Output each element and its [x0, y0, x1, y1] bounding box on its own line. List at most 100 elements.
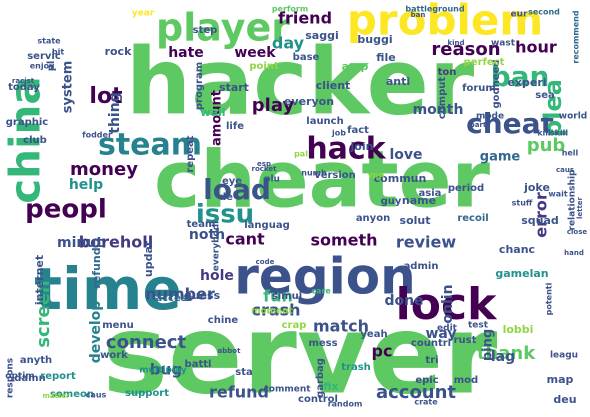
word-work: work [100, 350, 128, 361]
word-edit: edit [437, 324, 458, 334]
word-damn: damn [14, 373, 45, 384]
word-fix: fix [323, 380, 338, 393]
word-version: version [314, 170, 356, 181]
word-file: file [376, 51, 395, 64]
word-china: china [1, 76, 50, 203]
word-pc: pc [372, 342, 393, 361]
word-saggi: saggi [305, 29, 339, 42]
word-tri: tri [425, 355, 438, 366]
word-lobbi: lobbi [503, 323, 534, 336]
word-matter: matter [43, 392, 70, 400]
word-languag: languag [244, 220, 289, 231]
word-sea: sea [535, 90, 554, 101]
word-develop: develop [88, 301, 104, 364]
word-eur: eur [511, 10, 529, 20]
word-join: join [350, 140, 374, 153]
word-graphic: graphic [6, 117, 49, 128]
word-chine: chine [208, 315, 239, 326]
word-everybodi: everybodi [212, 221, 222, 272]
word-multiplay: multiplay [139, 366, 187, 376]
word-launch: launch [306, 116, 343, 127]
word-club: club [23, 135, 47, 146]
word-hate: hate [168, 45, 204, 61]
word-commun: commun [374, 172, 427, 185]
word-part: part [470, 121, 487, 129]
word-day: day [272, 34, 305, 53]
word-sta: sta [235, 367, 252, 378]
word-lag: lag [491, 349, 515, 365]
word-repeat: repeat [185, 135, 196, 172]
word-care: care [311, 287, 331, 296]
word-year: year [132, 9, 155, 19]
word-potenti: potenti [545, 282, 554, 315]
word-buggi: buggi [357, 33, 392, 46]
word-rock: rock [105, 45, 133, 58]
word-fodder: fodder [82, 131, 112, 140]
word-eye: eye [222, 176, 242, 187]
word-wait: wait [548, 190, 568, 199]
word-crate: crate [414, 398, 438, 407]
word-load: load [203, 173, 271, 206]
word-guess: guess [184, 289, 221, 302]
word-system: system [61, 61, 76, 114]
word-hand: hand [564, 249, 584, 257]
word-test: test [468, 321, 489, 331]
word-program: program [194, 62, 205, 110]
word-gamelan: gamelan [495, 267, 548, 280]
word-start: start [219, 81, 249, 94]
word-control: control [298, 394, 338, 405]
word-help: help [69, 177, 103, 193]
word-optim: optim [5, 372, 34, 382]
word-fact: fact [347, 125, 369, 136]
word-letter: letter [576, 196, 584, 219]
word-life: life [226, 121, 244, 132]
word-pl: pl [46, 61, 57, 72]
word-player: player [156, 6, 290, 50]
word-caus: caus [556, 166, 574, 174]
word-world: world [559, 112, 587, 122]
word-pal: pal [294, 150, 308, 159]
word-fun: fun [263, 287, 293, 306]
word-anyth: anyth [20, 355, 52, 366]
word-love: love [389, 147, 422, 163]
word-wast: wast [491, 39, 516, 49]
word-deu: deu [553, 393, 576, 406]
word-battleground: battleground [405, 5, 465, 14]
word-lot: lot [89, 84, 123, 109]
word-bit: bit [52, 48, 64, 57]
word-guy: guy [381, 196, 402, 207]
word-today: today [8, 82, 40, 93]
word-cheat: cheat [466, 107, 554, 140]
word-trash: trash [341, 362, 371, 373]
word-numb: numb [301, 169, 327, 178]
word-skill: skill [550, 129, 569, 138]
word-wall: wall [200, 106, 225, 119]
word-amp: amp [342, 60, 369, 73]
word-boreholl: boreholl [79, 233, 154, 252]
word-connect: connect [106, 332, 187, 353]
word-anti: anti [386, 75, 410, 88]
word-moment: moment [251, 307, 293, 317]
word-someon: someon [50, 389, 94, 400]
word-abbot: abbot [218, 347, 242, 355]
word-epic: epic [415, 375, 438, 386]
word-team: team [187, 219, 216, 230]
word-ban: ban [411, 11, 426, 19]
word-countri: countri [411, 338, 451, 349]
word-refund: refund [90, 247, 103, 288]
word-racist: racist [12, 77, 35, 85]
word-crash: crash [251, 301, 300, 320]
word-access: access [155, 293, 192, 304]
word-experi: experi [507, 76, 546, 89]
word-week: week [234, 45, 276, 61]
word-noth: noth [189, 227, 225, 243]
word-state: state [37, 37, 61, 46]
word-asia: asia [419, 188, 442, 199]
word-rocket: rocket [252, 165, 278, 173]
word-caus: caus [86, 391, 107, 400]
word-mess: mess [308, 338, 337, 349]
word-plea: plea [539, 79, 567, 137]
word-enjoy: enjoy [30, 62, 55, 71]
word-money: money [70, 159, 138, 180]
